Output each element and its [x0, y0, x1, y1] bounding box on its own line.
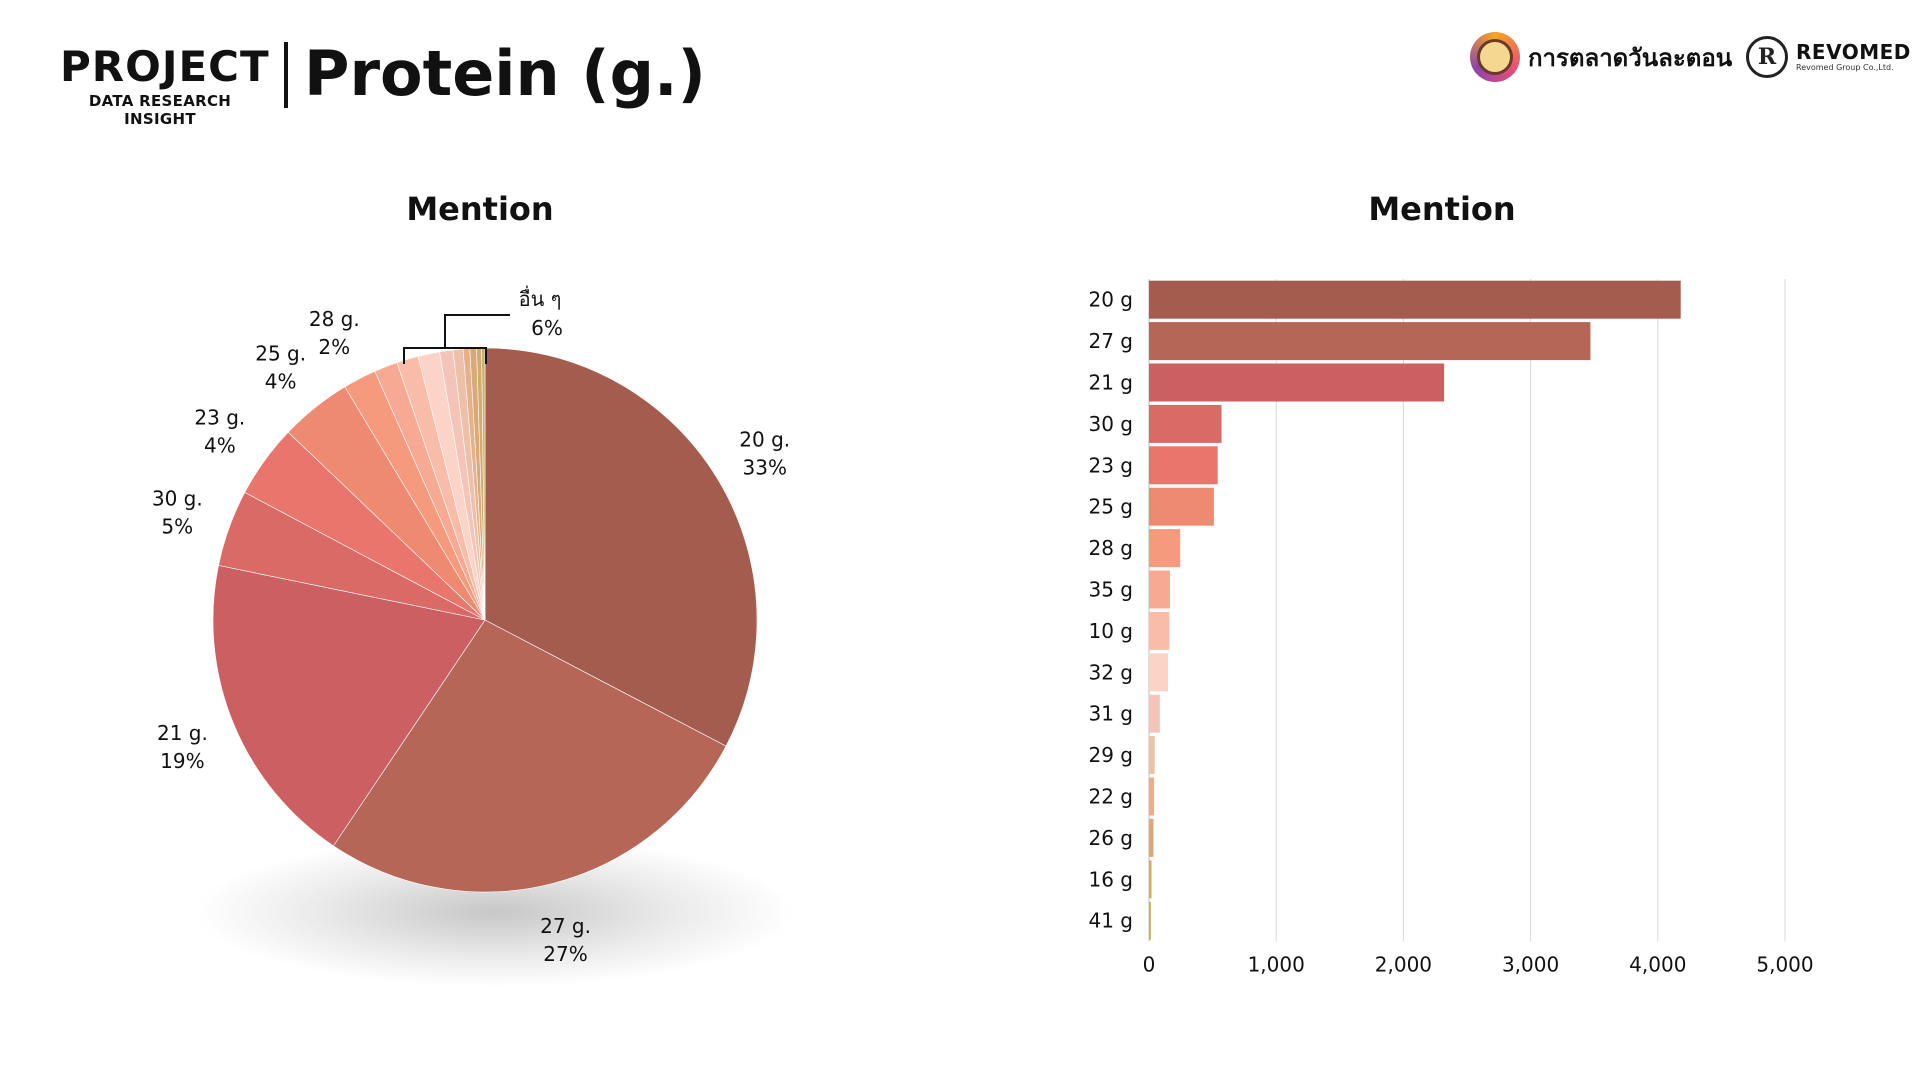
brand-main-text: PROJECT	[60, 42, 270, 91]
bar	[1149, 777, 1155, 816]
x-tick-label: 2,000	[1375, 952, 1432, 976]
x-tick-label: 1,000	[1248, 952, 1305, 976]
bar	[1149, 446, 1218, 485]
bar	[1149, 404, 1222, 443]
pie-slice-pct-label: 4%	[265, 370, 297, 394]
pie-shadow	[195, 837, 795, 987]
others-label: อื่น ๆ	[519, 285, 562, 311]
bar-category-label: 21 g	[1088, 371, 1133, 395]
pie-slice-pct-label: 4%	[204, 434, 236, 458]
bar	[1149, 529, 1181, 568]
pie-slice	[333, 619, 727, 893]
pie-slice-label: 23 g.	[194, 406, 245, 430]
bar	[1149, 611, 1170, 650]
bar	[1149, 736, 1155, 775]
bar	[1149, 653, 1169, 692]
bar-category-label: 29 g	[1088, 743, 1133, 767]
partner2-name: REVOMED	[1796, 40, 1911, 64]
pie-slice-label: 28 g.	[309, 307, 360, 331]
bar	[1149, 818, 1154, 857]
pie-slice-pct-label: 19%	[160, 749, 204, 773]
x-tick-label: 4,000	[1629, 952, 1686, 976]
bar-chart-title: Mention	[1368, 190, 1516, 228]
pie-slice	[212, 565, 486, 847]
bar-category-label: 35 g	[1088, 578, 1133, 602]
bar-category-label: 26 g	[1088, 826, 1133, 850]
bar	[1149, 487, 1214, 526]
bar	[1149, 901, 1151, 940]
bar-category-label: 23 g	[1088, 453, 1133, 477]
bar	[1149, 570, 1170, 609]
pie-chart-title: Mention	[406, 190, 554, 228]
brand-sub-text: DATA RESEARCH INSIGHT	[88, 92, 232, 128]
x-tick-label: 0	[1143, 952, 1156, 976]
bar	[1149, 860, 1152, 899]
pie-slice-label: 25 g.	[255, 342, 306, 366]
bar-category-label: 16 g	[1088, 867, 1133, 891]
bar-category-label: 10 g	[1088, 619, 1133, 643]
bar	[1149, 363, 1445, 402]
pie-slice-pct-label: 2%	[318, 335, 350, 359]
bar-category-label: 22 g	[1088, 785, 1133, 809]
x-tick-label: 5,000	[1756, 952, 1813, 976]
bar	[1149, 694, 1160, 733]
bar-category-label: 28 g	[1088, 536, 1133, 560]
bar-category-label: 41 g	[1088, 909, 1133, 933]
brand-block: PROJECT DATA RESEARCH INSIGHT	[60, 42, 270, 129]
bar	[1149, 280, 1681, 319]
partner2-sub: Revomed Group Co.,Ltd.	[1796, 63, 1894, 72]
pie-chart: 20 g. 33% 27 g. 27% 21 g. 19% 30 g. 5% 23 g. 4% 25…	[152, 285, 795, 987]
pie-slice-label: 27 g.	[540, 914, 591, 938]
page-title: Protein (g.)	[304, 37, 706, 110]
revomed-logo-icon: R	[1746, 36, 1788, 78]
pie-slice-pct-label: 33%	[743, 456, 787, 480]
partner-logo-revomed: R REVOMED Revomed Group Co.,Ltd.	[1746, 30, 1911, 84]
others-pct-label: 6%	[531, 316, 563, 340]
title-divider	[284, 42, 288, 108]
x-tick-label: 3,000	[1502, 952, 1559, 976]
marketing-logo-icon	[1470, 32, 1520, 82]
pie-slice	[484, 347, 758, 747]
pie-slice-pct-label: 27%	[543, 942, 587, 966]
partner1-name: การตลาดวันละตอน	[1528, 43, 1733, 72]
partner-logo-marketing: การตลาดวันละตอน	[1470, 30, 1732, 84]
bar-category-label: 20 g	[1088, 288, 1133, 312]
pie-slice-label: 30 g.	[152, 486, 203, 510]
bar	[1149, 322, 1591, 361]
bar-category-label: 31 g	[1088, 702, 1133, 726]
pie-slice-label: 20 g.	[739, 428, 790, 452]
bar-category-label: 32 g	[1088, 660, 1133, 684]
bar-category-label: 25 g	[1088, 495, 1133, 519]
pie-slice-pct-label: 5%	[161, 514, 193, 538]
bar-category-label: 30 g	[1088, 412, 1133, 436]
others-bracket-right	[404, 347, 487, 364]
pie-slice-label: 21 g.	[157, 721, 208, 745]
bar-category-label: 27 g	[1088, 329, 1133, 353]
